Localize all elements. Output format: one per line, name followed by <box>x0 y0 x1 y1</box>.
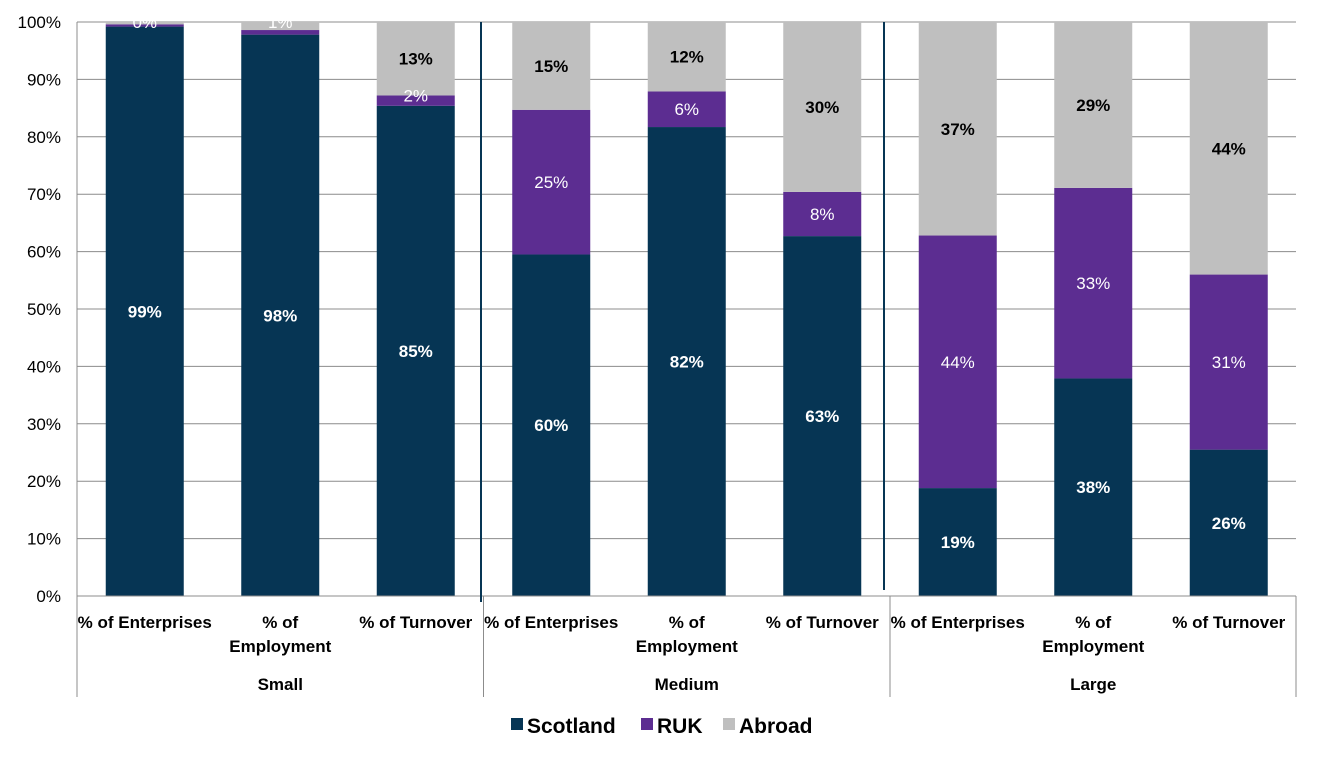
legend-label-ruk: RUK <box>657 715 703 738</box>
x-axis-category-labels: % of Enterprises % of Employment % of Turno… <box>78 613 1286 656</box>
data-labels: 99% 0% 98% 1% 85% 2% 13% 60% 25% 15% 82% 6% 12% 63% 8%… <box>128 13 1246 552</box>
data-label-scotland: 60% <box>534 416 568 435</box>
bar-segment-scotland <box>918 488 997 596</box>
data-label-scotland: 82% <box>670 353 704 372</box>
bar-segment-abroad <box>241 22 320 31</box>
bar-segment-scotland <box>1189 449 1268 596</box>
y-axis-tick-labels: 0% 10% 20% 30% 40% 50% 60% 70% 80% 90% 100% <box>18 13 61 606</box>
data-label-abroad: 13% <box>399 50 433 69</box>
bar-segment-ruk <box>512 109 591 255</box>
data-label-scotland: 98% <box>263 306 297 325</box>
category-label: % of Turnover <box>359 613 472 632</box>
axis-lines <box>76 22 1297 697</box>
bar-segment-abroad <box>918 22 997 236</box>
legend-swatch-abroad <box>723 718 735 730</box>
y-tick-label: 90% <box>27 70 61 89</box>
group-label: Large <box>1070 675 1116 694</box>
bar-segment-abroad <box>1189 22 1268 275</box>
data-label-ruk: 2% <box>403 86 428 105</box>
y-tick-label: 20% <box>27 472 61 491</box>
category-label: % of Turnover <box>1172 613 1285 632</box>
y-tick-label: 40% <box>27 357 61 376</box>
data-label-ruk: 44% <box>941 353 975 372</box>
legend-swatch-ruk <box>641 718 653 730</box>
data-label-abroad: 15% <box>534 57 568 76</box>
y-tick-label: 30% <box>27 415 61 434</box>
data-label-abroad: 44% <box>1212 139 1246 158</box>
legend: Scotland RUK Abroad <box>511 715 813 738</box>
data-label-scotland: 19% <box>941 533 975 552</box>
bar-segment-scotland <box>783 236 862 597</box>
data-label-ruk: 25% <box>534 173 568 192</box>
category-label: % of Employment <box>636 613 738 656</box>
y-tick-label: 60% <box>27 243 61 262</box>
data-label-abroad: 37% <box>941 120 975 139</box>
y-tick-label: 70% <box>27 185 61 204</box>
bar-segment-ruk <box>1189 274 1268 450</box>
data-label-abroad: 0% <box>132 13 157 32</box>
data-label-ruk: 6% <box>674 100 699 119</box>
y-tick-label: 100% <box>18 13 61 32</box>
bar-segment-abroad <box>783 22 862 192</box>
category-label: % of Employment <box>1042 613 1144 656</box>
bar-segment-abroad <box>376 22 455 96</box>
bar-segment-scotland <box>647 127 726 597</box>
bar-segment-ruk <box>241 30 320 35</box>
category-label: % of Enterprises <box>484 613 618 632</box>
data-label-abroad: 29% <box>1076 96 1110 115</box>
bar-segment-abroad <box>647 22 726 92</box>
bars <box>105 22 1268 597</box>
data-label-scotland: 38% <box>1076 478 1110 497</box>
bar-segment-abroad <box>512 22 591 110</box>
data-label-abroad: 1% <box>268 13 293 32</box>
data-label-ruk: 8% <box>810 205 835 224</box>
category-label: % of Enterprises <box>78 613 212 632</box>
legend-swatch-scotland <box>511 718 523 730</box>
data-label-abroad: 30% <box>805 98 839 117</box>
category-label: % of Turnover <box>766 613 879 632</box>
data-label-scotland: 85% <box>399 342 433 361</box>
y-tick-label: 10% <box>27 530 61 549</box>
bar-segment-scotland <box>376 105 455 596</box>
category-label: % of Enterprises <box>891 613 1025 632</box>
legend-label-scotland: Scotland <box>527 715 616 738</box>
data-label-scotland: 99% <box>128 302 162 321</box>
bar-segment-scotland <box>1054 378 1133 596</box>
y-tick-label: 50% <box>27 300 61 319</box>
bar-segment-abroad <box>105 22 184 25</box>
bar-segment-ruk <box>783 191 862 237</box>
bar-segment-ruk <box>376 95 455 106</box>
x-axis-group-labels: Small Medium Large <box>258 675 1117 694</box>
data-label-scotland: 63% <box>805 407 839 426</box>
legend-label-abroad: Abroad <box>739 715 813 738</box>
bar-segment-ruk <box>918 235 997 489</box>
group-label: Small <box>258 675 303 694</box>
bar-segment-scotland <box>512 254 591 596</box>
data-label-abroad: 12% <box>670 48 704 67</box>
bar-segment-scotland <box>241 34 320 597</box>
group-label: Medium <box>655 675 719 694</box>
data-label-ruk: 33% <box>1076 274 1110 293</box>
bar-segment-ruk <box>1054 187 1133 379</box>
y-tick-label: 0% <box>36 587 61 606</box>
bar-segment-ruk <box>105 24 184 27</box>
bar-segment-ruk <box>647 91 726 128</box>
bar-segment-scotland <box>105 26 184 597</box>
data-label-scotland: 26% <box>1212 514 1246 533</box>
bar-segment-abroad <box>1054 22 1133 188</box>
category-label: % of Employment <box>229 613 331 656</box>
y-tick-label: 80% <box>27 128 61 147</box>
data-label-ruk: 31% <box>1212 353 1246 372</box>
